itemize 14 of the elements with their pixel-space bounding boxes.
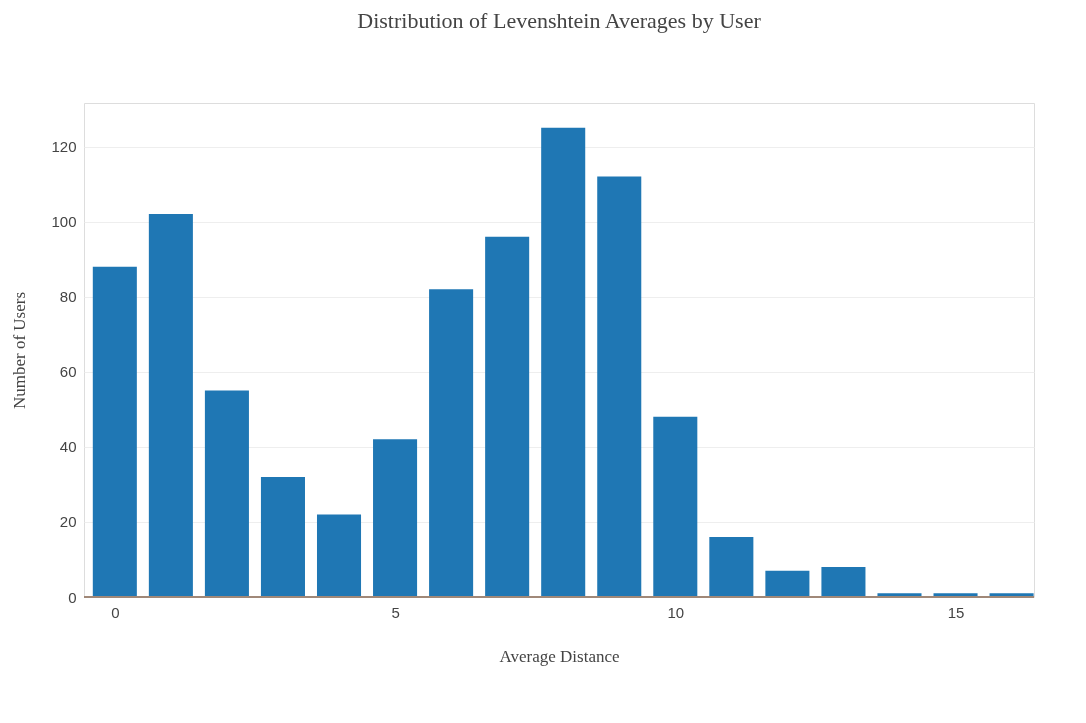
y-tick-label: 80 [59, 288, 77, 306]
y-tick-label: 40 [59, 438, 77, 456]
y-tick-label: 60 [59, 363, 77, 381]
y-tick-label: 0 [68, 588, 77, 606]
y-tick-label: 120 [51, 138, 77, 156]
x-tick-label: 5 [391, 603, 400, 621]
chart-title: Distribution of Levenshtein Averages by User [357, 8, 762, 33]
x-tick-label: 0 [111, 603, 120, 621]
y-tick-label: 20 [59, 513, 77, 531]
y-tick-label: 100 [51, 213, 77, 231]
x-axis-title: Average Distance [499, 646, 620, 666]
y-axis-title: Number of Users [10, 291, 30, 410]
x-tick-label: 15 [947, 603, 965, 621]
x-tick-label: 10 [667, 603, 685, 621]
